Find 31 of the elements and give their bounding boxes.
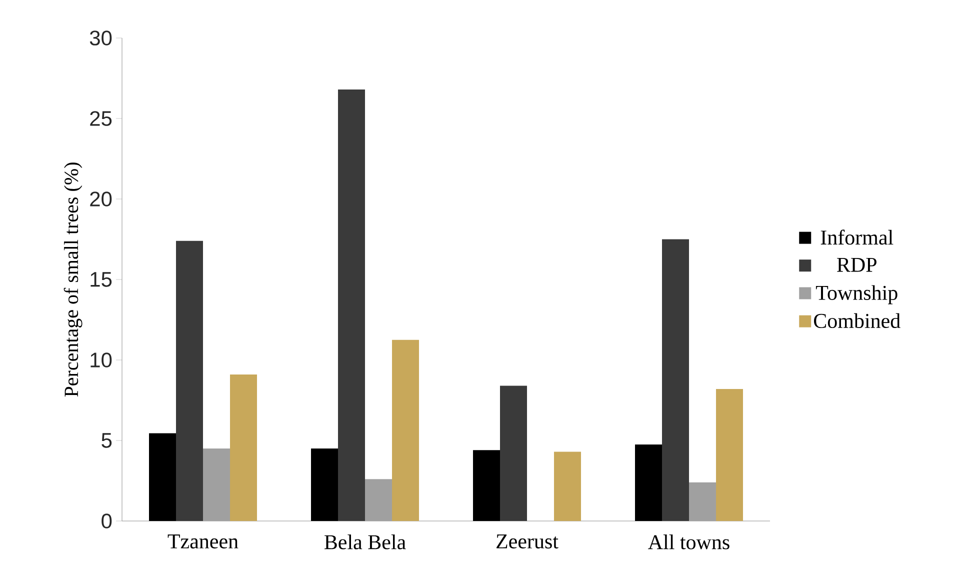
y-tick-label: 25	[90, 111, 112, 126]
x-tick-label: All towns	[648, 534, 730, 550]
bar	[230, 374, 258, 521]
bar	[662, 239, 690, 521]
legend-label: RDP	[837, 258, 876, 272]
bar	[554, 452, 582, 521]
bar	[716, 388, 744, 521]
x-tick-label: Tzaneen	[168, 534, 238, 548]
bar	[500, 386, 527, 521]
bar	[365, 479, 392, 521]
bar	[149, 433, 176, 521]
bar	[311, 448, 338, 521]
y-axis-title: Percentage of small trees (%)	[64, 162, 82, 397]
bar	[338, 90, 366, 521]
y-tick-label: 15	[90, 272, 112, 287]
bar	[635, 444, 662, 521]
y-tick-label: 20	[90, 192, 112, 206]
y-tick-label: 30	[90, 30, 112, 46]
legend-label: Informal	[820, 230, 894, 245]
y-tick-label: 5	[102, 433, 112, 448]
y-tick-label: 10	[90, 352, 112, 368]
bar	[203, 448, 230, 521]
x-tick-label: Bela Bela	[324, 534, 406, 550]
bar	[473, 450, 500, 521]
legend-label: Township	[816, 285, 898, 304]
x-tick-label: Zeerust	[496, 534, 558, 548]
bar	[392, 340, 419, 521]
bar	[176, 240, 203, 521]
bar	[689, 482, 716, 521]
y-tick-label: 0	[102, 514, 112, 528]
legend-label: Combined	[814, 313, 900, 328]
